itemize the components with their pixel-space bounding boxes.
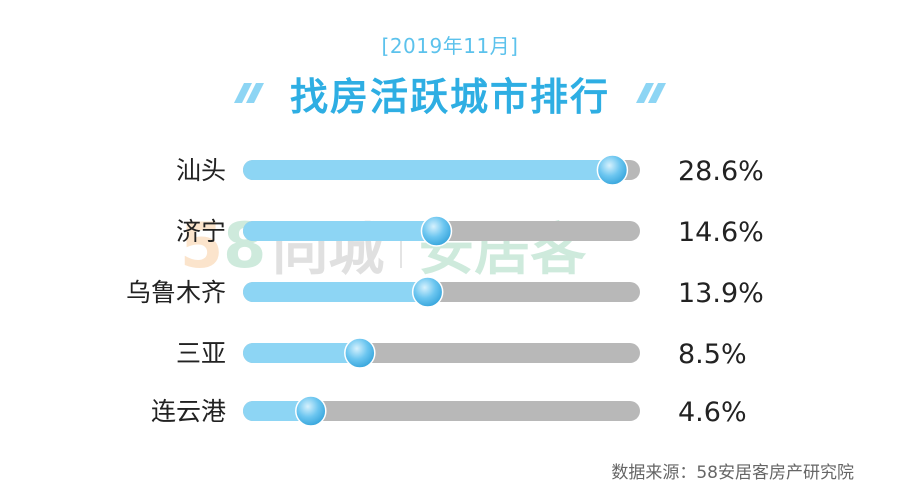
value-label: 13.9% — [678, 278, 764, 309]
category-label: 汕头 — [176, 156, 226, 185]
bar-track — [243, 401, 640, 421]
value-label: 28.6% — [678, 156, 764, 187]
bar-knob — [295, 395, 327, 427]
bar-knob — [596, 154, 629, 186]
value-label: 4.6% — [678, 397, 747, 428]
category-label: 连云港 — [151, 397, 226, 426]
bar-knob — [344, 337, 376, 369]
title-row: 找房活跃城市排行 — [0, 68, 900, 119]
bar-fill — [243, 160, 613, 180]
bar-fill — [243, 221, 437, 241]
chart-title: 找房活跃城市排行 — [289, 74, 610, 119]
category-label: 乌鲁木齐 — [126, 278, 226, 307]
bar-fill — [243, 282, 428, 302]
bar-knob — [420, 215, 453, 247]
data-source: 数据来源：58安居客房产研究院 — [611, 463, 854, 483]
category-label: 济宁 — [176, 217, 226, 246]
category-label: 三亚 — [176, 339, 226, 368]
slashes-left-icon — [233, 83, 264, 103]
bar-knob — [411, 276, 444, 308]
value-label: 14.6% — [678, 217, 764, 248]
report-date: [2019年11月] — [381, 34, 519, 58]
bar-fill — [243, 343, 360, 363]
value-label: 8.5% — [678, 339, 747, 370]
slashes-right-icon — [636, 83, 666, 103]
bar-fill — [243, 401, 311, 421]
